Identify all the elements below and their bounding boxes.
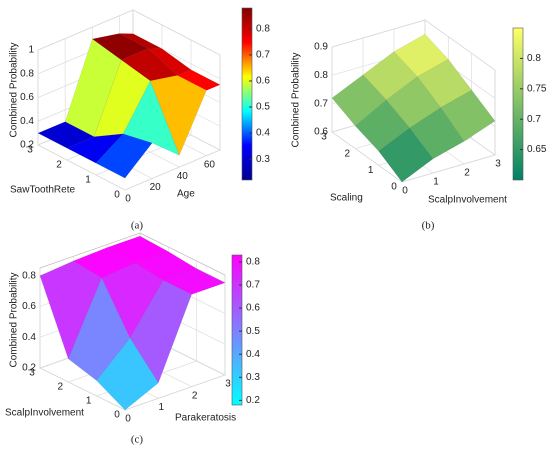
colorbar-tick-label: 0.5	[256, 102, 270, 113]
surface-patch	[96, 337, 159, 411]
y-tick-label: 3	[27, 145, 33, 156]
surface-patch	[378, 127, 434, 183]
colorbar	[231, 254, 243, 406]
colorbar-tick-label: 0.7	[246, 280, 260, 291]
surface-patch	[176, 69, 221, 91]
x-tick-label: 20	[150, 182, 162, 193]
z-tick-label: 0.2	[20, 140, 34, 151]
x-tick-label: 3	[225, 379, 231, 390]
x-axis-label: Parakeratosis	[175, 413, 236, 424]
colorbar-tick-label: 0.3	[256, 154, 270, 165]
y-tick-label: 2	[345, 148, 351, 159]
x-tick-label: 2	[464, 168, 470, 179]
z-tick-label: 0.8	[20, 68, 34, 79]
x-tick-label: 0	[125, 194, 131, 205]
surface-patch	[66, 133, 124, 164]
y-tick-label: 1	[368, 165, 374, 176]
surface-patch	[355, 99, 410, 152]
x-tick-label: 40	[177, 171, 189, 182]
grid-line	[132, 9, 221, 56]
colorbar-tick-label: 0.8	[246, 257, 260, 268]
x-tick-label: 1	[433, 177, 439, 188]
colorbar-tick-label: 0.5	[246, 326, 260, 337]
surface-patch	[101, 263, 164, 339]
grid-line	[424, 19, 496, 71]
surface-patch	[331, 74, 387, 127]
z-tick-label: 0.6	[20, 92, 34, 103]
colorbar-tick-label: 0.6	[256, 76, 270, 87]
grid-line	[39, 367, 126, 411]
x-axis-label: ScalpInvolvement	[428, 195, 507, 206]
caption: (c)	[131, 434, 144, 446]
surface-patch	[122, 80, 180, 156]
colorbar	[512, 27, 524, 181]
surface-patch	[68, 277, 131, 381]
grid-line	[37, 9, 134, 51]
z-tick-label: 0.4	[20, 116, 34, 127]
surface-patch	[93, 59, 151, 137]
colorbar-tick-label: 0.65	[527, 144, 547, 155]
y-tick-label: 0	[114, 410, 120, 421]
surface-patch	[37, 121, 95, 149]
surface-patch	[95, 133, 153, 179]
colorbar-tick-label: 0.8	[256, 23, 270, 34]
y-tick-label: 1	[86, 396, 92, 407]
colorbar-tick-label: 0.3	[246, 372, 260, 383]
z-tick-label: 1	[28, 45, 34, 56]
x-tick-label: 60	[204, 159, 216, 170]
z-tick-label: 0.2	[22, 363, 36, 374]
z-tick-label: 0.6	[314, 127, 328, 138]
x-tick-label: 2	[192, 390, 198, 401]
y-tick-label: 0	[114, 190, 120, 201]
panel: 0 20 40 60 0 1 2 30.2 0.4 0.6 0.8 1 Combined Probabi…	[9, 7, 270, 232]
x-tick-label: 3	[495, 159, 501, 170]
y-tick-label: 3	[321, 132, 327, 143]
z-tick-label: 0.4	[22, 332, 36, 343]
z-axis-label: Combined Probability	[9, 272, 20, 367]
y-tick-label: 1	[85, 175, 91, 186]
colorbar	[241, 7, 253, 181]
z-tick-label: 0.7	[314, 98, 328, 109]
z-tick-label: 0.8	[22, 270, 36, 281]
x-tick-label: 0	[125, 414, 131, 425]
grid-line	[124, 149, 221, 191]
z-tick-label: 0.6	[22, 301, 36, 312]
grid-line	[124, 374, 226, 411]
x-axis-label: Age	[177, 189, 195, 200]
x-tick-label: 1	[159, 402, 165, 413]
surface-patch	[150, 75, 207, 156]
colorbar-tick-label: 0.7	[527, 114, 541, 125]
y-axis-label: Scaling	[330, 193, 363, 204]
grid-line	[37, 144, 126, 191]
y-axis-label: ScalpInvolvement	[5, 408, 84, 419]
surface-patch	[119, 33, 163, 49]
grid-line	[331, 19, 426, 48]
colorbar-tick-label: 0.2	[246, 395, 260, 406]
y-tick-label: 2	[58, 382, 64, 393]
colorbar-tick-label: 0.4	[256, 128, 270, 139]
y-tick-label: 2	[56, 160, 62, 171]
y-tick-label: 0	[391, 182, 397, 193]
grid-line	[331, 131, 403, 183]
colorbar-tick-label: 0.4	[246, 349, 260, 360]
z-axis-label: Combined Probability	[291, 52, 302, 147]
y-tick-label: 3	[29, 368, 35, 379]
z-tick-label: 0.8	[314, 70, 328, 81]
z-tick-label: 0.9	[314, 42, 328, 53]
grid-line	[401, 154, 496, 183]
x-tick-label: 0	[402, 186, 408, 197]
colorbar-tick-label: 0.7	[256, 50, 270, 61]
colorbar-tick-label: 0.75	[527, 83, 547, 94]
z-axis-label: Combined Probability	[9, 42, 20, 137]
surface-patch	[72, 247, 136, 279]
colorbar-tick-label: 0.6	[246, 303, 260, 314]
surface-patch	[162, 268, 226, 295]
caption: (b)	[422, 220, 435, 232]
caption: (a)	[131, 220, 144, 232]
colorbar-tick-label: 0.8	[527, 53, 541, 64]
y-axis-label: SawToothRete	[10, 185, 75, 196]
